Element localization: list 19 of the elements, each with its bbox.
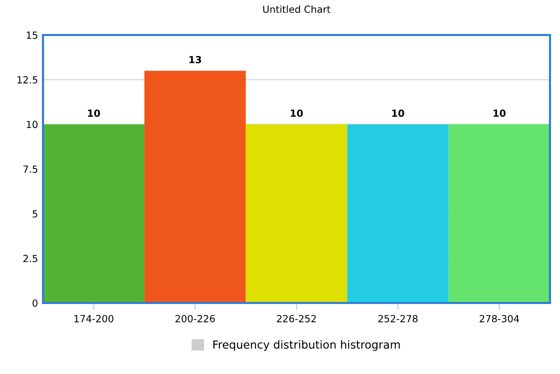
y-tick-label: 7.5: [23, 166, 38, 173]
x-tick-label: 200-226: [176, 314, 215, 322]
data-label: 10: [88, 110, 100, 117]
y-tick-label: 15: [26, 32, 38, 39]
x-tick-label: 252-278: [378, 314, 418, 322]
data-label: 10: [290, 110, 303, 117]
data-label: 13: [189, 56, 202, 64]
x-tick-label: 278-304: [480, 314, 520, 322]
text: Frequency distribution histrogram: [213, 340, 400, 351]
data-label: 10: [494, 110, 506, 117]
data-label: 10: [392, 110, 404, 117]
y-tick-label: 5: [32, 210, 38, 218]
y-tick-label: 0: [32, 299, 38, 307]
y-tick-label: 12.5: [18, 76, 38, 84]
x-tick-label: 174-200: [74, 314, 114, 322]
x-tick-label: 226-252: [276, 314, 316, 322]
y-tick-label: 2.5: [23, 254, 38, 262]
chart-title: Untitled Chart: [263, 5, 330, 13]
y-tick-label: 10: [26, 120, 38, 128]
